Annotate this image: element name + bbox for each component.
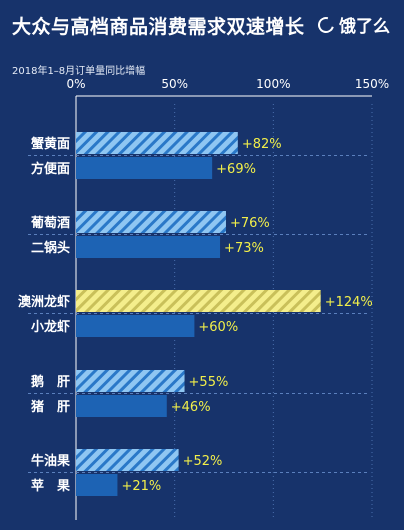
bar	[76, 157, 213, 179]
x-tick-label: 150%	[355, 77, 389, 91]
chart-title: 大众与高档商品消费需求双速增长	[12, 16, 305, 38]
bar	[76, 474, 118, 496]
value-label: +82%	[242, 137, 282, 152]
category-label: 牛油果	[31, 453, 70, 469]
bar	[76, 370, 185, 392]
category-label: 小龙虾	[31, 319, 70, 335]
value-label: +76%	[230, 216, 270, 231]
value-label: +73%	[224, 241, 264, 256]
category-label: 方便面	[31, 161, 70, 177]
chart-subtitle: 2018年1–8月订单量同比增幅	[12, 66, 146, 77]
category-label: 苹 果	[31, 478, 70, 494]
value-label: +52%	[183, 454, 223, 469]
value-label: +46%	[171, 400, 211, 415]
bar	[76, 315, 195, 337]
category-label: 二锅头	[31, 240, 70, 256]
value-label: +55%	[189, 375, 229, 390]
bar	[76, 290, 321, 312]
category-label: 葡萄酒	[30, 215, 70, 231]
bar	[76, 395, 167, 417]
bar	[76, 211, 226, 233]
bar	[76, 449, 179, 471]
x-tick-label: 100%	[256, 77, 290, 91]
value-label: +124%	[325, 295, 373, 310]
bar	[76, 132, 238, 154]
category-label: 鹅 肝	[31, 374, 70, 390]
value-label: +69%	[216, 162, 256, 177]
brand-name: 饿了么	[339, 17, 390, 37]
category-label: 猪 肝	[30, 399, 70, 415]
category-label: 澳洲龙虾	[18, 294, 70, 310]
brand-logo: 饿了么	[315, 12, 390, 37]
value-label: +21%	[121, 479, 161, 494]
category-label: 蟹黄面	[30, 136, 70, 152]
bar	[76, 236, 221, 258]
x-tick-label: 50%	[161, 77, 188, 91]
value-label: +60%	[198, 320, 238, 335]
x-tick-label: 0%	[66, 77, 85, 91]
